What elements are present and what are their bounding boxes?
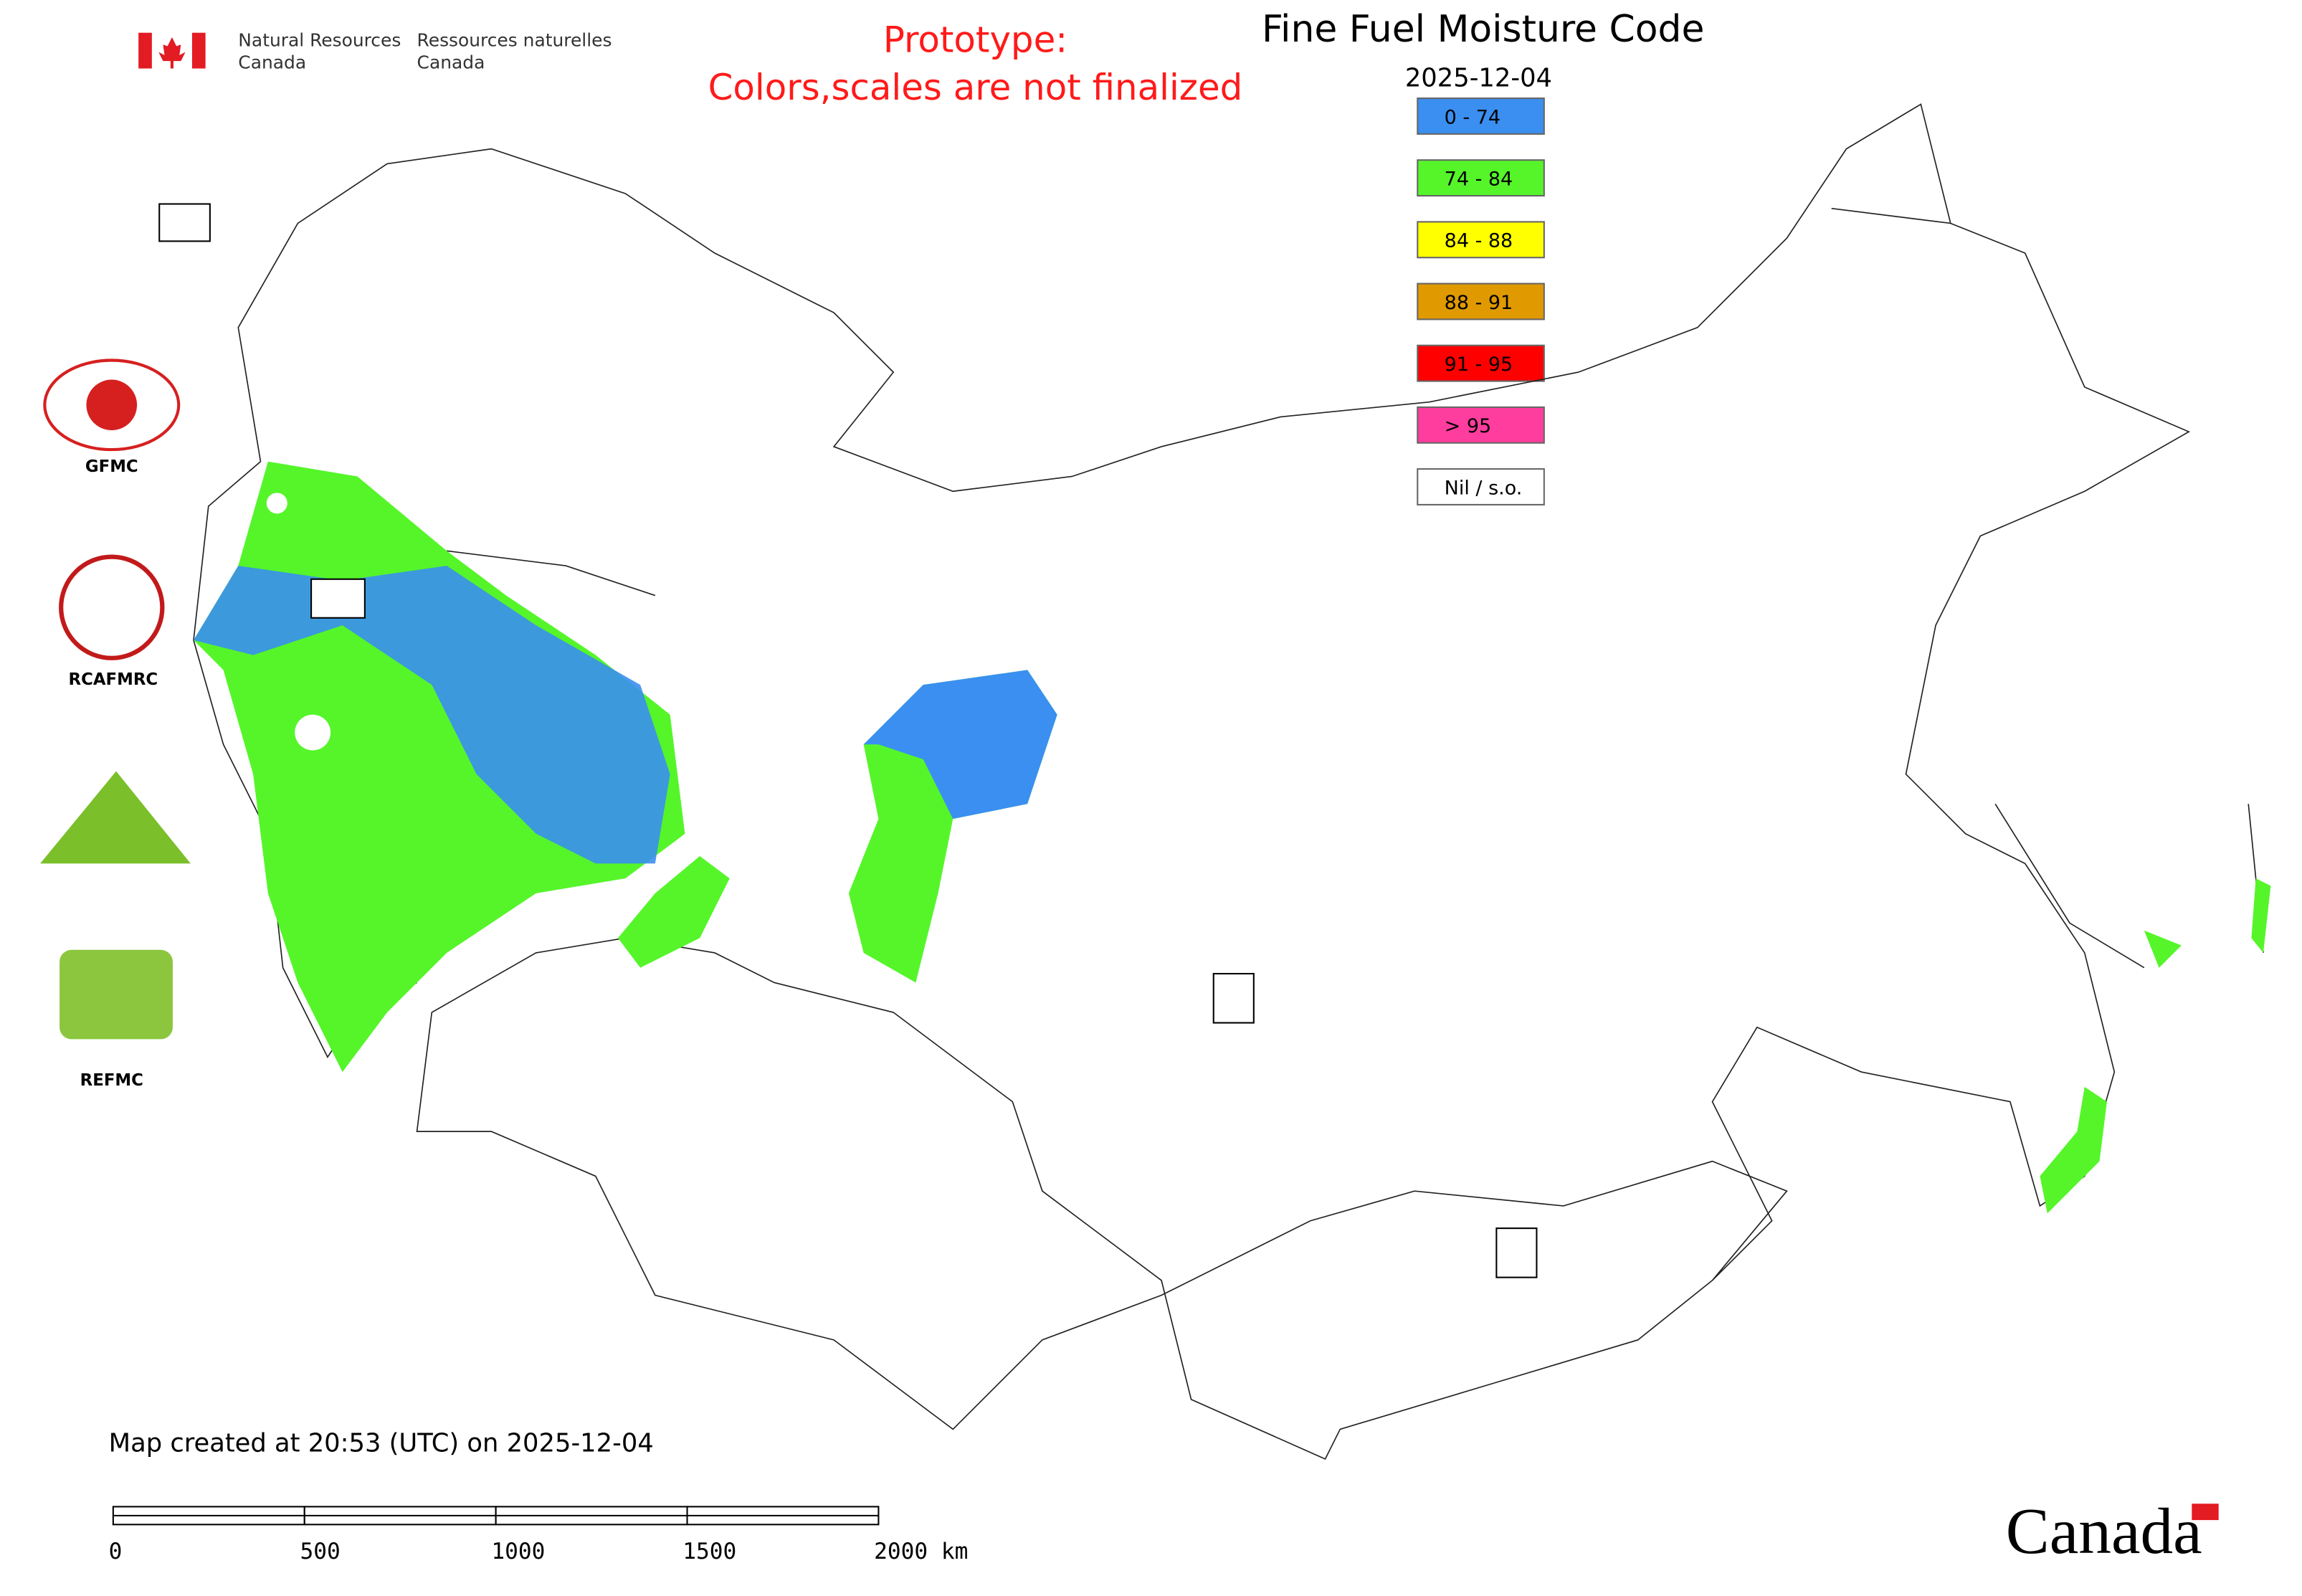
date: 2025-12-04 bbox=[1405, 63, 1552, 92]
flag bbox=[138, 32, 206, 69]
legend-label: 84 - 88 bbox=[1445, 230, 1513, 252]
notice: Colors,scales are not finalized bbox=[708, 67, 1243, 108]
legend-swatch bbox=[1417, 159, 1545, 197]
agency-fr: Canada bbox=[417, 52, 485, 73]
legend-label: 91 - 95 bbox=[1445, 353, 1513, 376]
logos bbox=[40, 203, 1538, 1278]
created-note: Map created at 20:53 (UTC) on 2025-12-04 bbox=[109, 1429, 654, 1458]
legend: 0 - 74 74 - 84 84 - 88 88 - 91 91 - 95 > 95 Ni… bbox=[1417, 98, 1545, 505]
title: Fine Fuel Moisture Code bbox=[1262, 8, 1704, 51]
legend-swatch bbox=[1417, 98, 1545, 135]
legend-swatch bbox=[1417, 282, 1545, 320]
legend-label: > 95 bbox=[1445, 415, 1492, 437]
logo-label: GFMC bbox=[85, 457, 138, 476]
legend-swatch bbox=[1417, 406, 1545, 444]
scale-label: 0 bbox=[109, 1539, 123, 1564]
legend-swatch bbox=[1417, 468, 1545, 505]
scale-label: 1500 bbox=[682, 1539, 736, 1564]
legend-swatch bbox=[1417, 344, 1545, 382]
scale-bar: 0 500 1000 1500 2000 km bbox=[109, 1506, 968, 1564]
agency-en: Canada bbox=[238, 52, 306, 73]
agency-en: Natural Resources bbox=[238, 29, 401, 50]
legend-swatch bbox=[1417, 221, 1545, 259]
legend-label: 88 - 91 bbox=[1445, 292, 1513, 314]
notice: Prototype: bbox=[883, 19, 1067, 61]
scale-label: 1000 bbox=[491, 1539, 545, 1564]
legend-label: 0 - 74 bbox=[1445, 106, 1500, 128]
wordmark-flag bbox=[2192, 1504, 2219, 1521]
legend-label: 74 - 84 bbox=[1445, 168, 1513, 191]
agency-fr: Ressources naturelles bbox=[417, 29, 612, 50]
scale-label: 500 bbox=[300, 1539, 341, 1564]
legend-label: Nil / s.o. bbox=[1445, 477, 1523, 499]
logo-label: RCAFMRC bbox=[69, 670, 158, 689]
scale-label: 2000 km bbox=[874, 1539, 968, 1564]
logo-label: REFMC bbox=[80, 1071, 143, 1090]
coverage bbox=[194, 461, 2271, 1214]
wordmark: Canada bbox=[2006, 1495, 2202, 1567]
